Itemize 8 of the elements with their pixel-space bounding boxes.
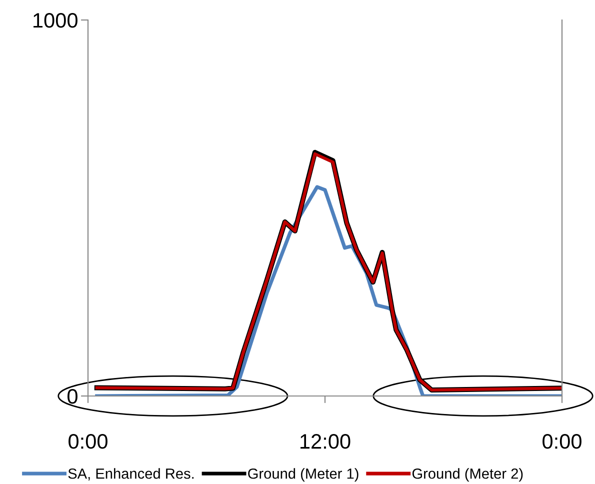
y-tick-label: 1000 <box>34 13 78 28</box>
legend-label: SA, Enhanced Res. <box>68 468 194 481</box>
legend-label: Ground (Meter 2) <box>412 468 523 482</box>
legend-label: Ground (Meter 1) <box>248 468 358 482</box>
x-tick-label: 0:00 <box>68 434 108 449</box>
x-tick-label: 12:00 <box>300 434 350 449</box>
x-tick-label: 0:00 <box>542 434 582 449</box>
y-tick-label: 0 <box>68 389 78 404</box>
